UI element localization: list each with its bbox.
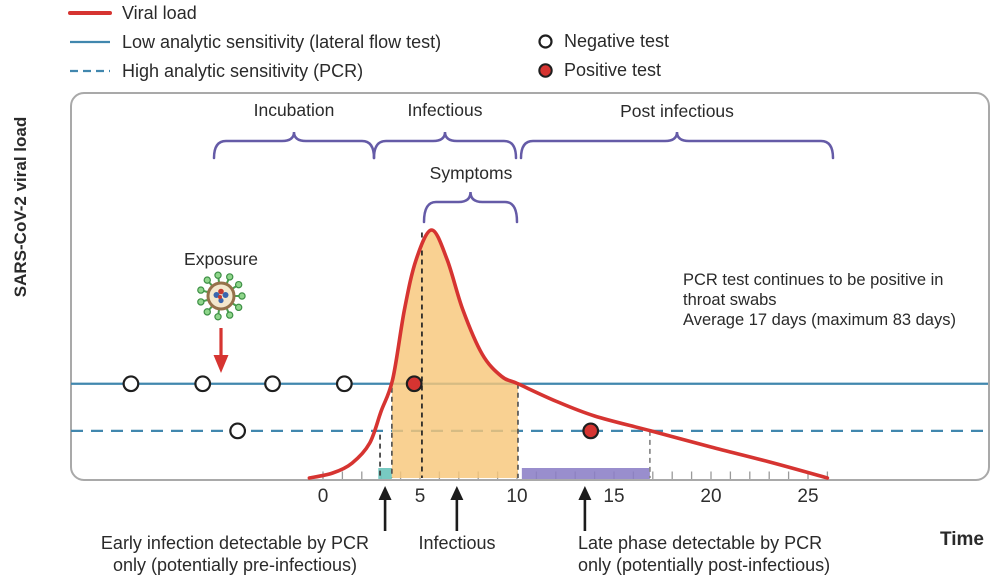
x-tick-label: 25 bbox=[797, 486, 819, 507]
up-arrow bbox=[378, 486, 392, 531]
negative-test-marker bbox=[194, 375, 212, 393]
negative-test-marker bbox=[122, 375, 140, 393]
positive-test-marker bbox=[405, 375, 423, 393]
negative-test-marker bbox=[335, 375, 353, 393]
x-tick-label: 20 bbox=[700, 486, 722, 507]
blue-line-icon bbox=[70, 40, 110, 44]
infectious-shading bbox=[391, 230, 518, 478]
legend-label: Positive test bbox=[564, 59, 662, 80]
legend-item-viral-load: Viral load bbox=[68, 2, 197, 24]
late-phase-note-line1: Late phase detectable by PCR bbox=[578, 533, 823, 553]
x-tick-label: 5 bbox=[414, 486, 426, 507]
phase-label-incubation: Incubation bbox=[253, 100, 335, 120]
pcr-note: PCR test continues to be positive in thr… bbox=[683, 270, 956, 330]
pcr-note-line1: PCR test continues to be positive in bbox=[683, 271, 944, 289]
infectious-note: Infectious bbox=[418, 533, 496, 553]
pcr-note-line2: throat swabs bbox=[683, 291, 777, 309]
up-arrow bbox=[450, 486, 464, 531]
red-dot-icon bbox=[538, 62, 553, 78]
x-tick-label: 15 bbox=[603, 486, 625, 507]
phase-label-post-infectious: Post infectious bbox=[620, 101, 734, 121]
legend-label: Low analytic sensitivity (lateral flow t… bbox=[122, 31, 442, 52]
brace-post-infectious bbox=[519, 131, 835, 160]
viral-load-curve bbox=[307, 228, 830, 480]
phase-label-symptoms: Symptoms bbox=[429, 163, 513, 183]
late-phase-note: Late phase detectable by PCR only (poten… bbox=[578, 532, 830, 576]
brace-infectious bbox=[372, 131, 518, 160]
positive-test-marker bbox=[582, 422, 600, 440]
legend-item-pcr: High analytic sensitivity (PCR) bbox=[68, 60, 363, 82]
pcr-note-line3: Average 17 days (maximum 83 days) bbox=[683, 311, 956, 329]
legend-label: Viral load bbox=[122, 2, 197, 23]
up-arrow bbox=[578, 486, 592, 531]
y-axis-label: SARS-CoV-2 viral load bbox=[11, 116, 30, 298]
exposure-label: Exposure bbox=[184, 249, 258, 269]
legend-item-lft: Low analytic sensitivity (lateral flow t… bbox=[68, 31, 441, 53]
early-infection-note: Early infection detectable by PCR only (… bbox=[70, 532, 400, 576]
negative-test-marker bbox=[229, 422, 247, 440]
late-phase-note-line2: only (potentially post-infectious) bbox=[578, 555, 831, 575]
virus-icon bbox=[197, 271, 246, 321]
blue-dashed-line-icon bbox=[70, 69, 110, 73]
early-infection-note-line1: Early infection detectable by PCR bbox=[100, 533, 370, 553]
teal-bar bbox=[378, 468, 392, 479]
x-axis-title: Time bbox=[940, 529, 985, 550]
phase-label-infectious: Infectious bbox=[407, 100, 483, 120]
legend-label: Negative test bbox=[564, 30, 670, 51]
brace-symptoms bbox=[422, 191, 519, 224]
legend-label: High analytic sensitivity (PCR) bbox=[122, 60, 364, 81]
x-tick-label: 0 bbox=[317, 486, 329, 507]
negative-test-marker bbox=[264, 375, 281, 393]
legend-item-negative-test: Negative test bbox=[537, 30, 669, 52]
legend-item-positive-test: Positive test bbox=[537, 59, 661, 81]
purple-bar bbox=[521, 468, 650, 479]
brace-incubation bbox=[212, 131, 376, 160]
exposure-arrow bbox=[213, 328, 229, 373]
open-circle-icon bbox=[538, 33, 553, 49]
early-infection-note-line2: only (potentially pre-infectious) bbox=[112, 555, 358, 575]
red-line-icon bbox=[68, 11, 112, 15]
x-tick-label: 10 bbox=[506, 486, 528, 507]
